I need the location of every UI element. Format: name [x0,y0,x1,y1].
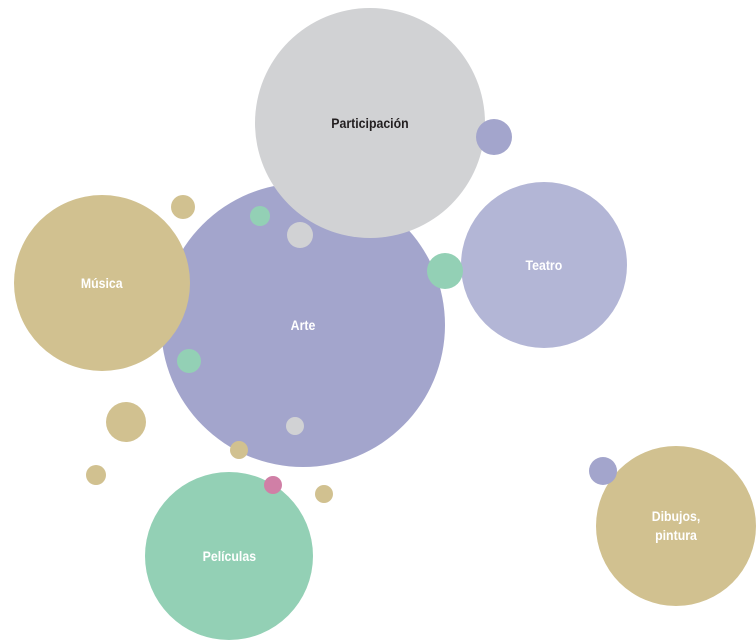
bubble: Música [14,195,190,371]
dot [589,457,617,485]
bubble-label: Dibujos, pintura [651,508,701,543]
dot [287,222,313,248]
dot [86,465,106,485]
bubble: Películas [145,472,313,640]
bubble-label: Películas [202,547,256,564]
dot [250,206,270,226]
dot [264,476,282,494]
bubble-label: Arte [290,316,316,333]
bubble: Teatro [461,182,627,348]
dot [427,253,463,289]
bubble: Participación [255,8,485,238]
bubble: Dibujos, pintura [596,446,756,606]
bubble-label: Música [81,274,123,291]
dot [230,441,248,459]
bubble-label: Teatro [525,256,563,273]
dot [315,485,333,503]
dot [177,349,201,373]
dot [106,402,146,442]
bubble-label: Participación [331,114,409,131]
dot [476,119,512,155]
dot [286,417,304,435]
dot [171,195,195,219]
